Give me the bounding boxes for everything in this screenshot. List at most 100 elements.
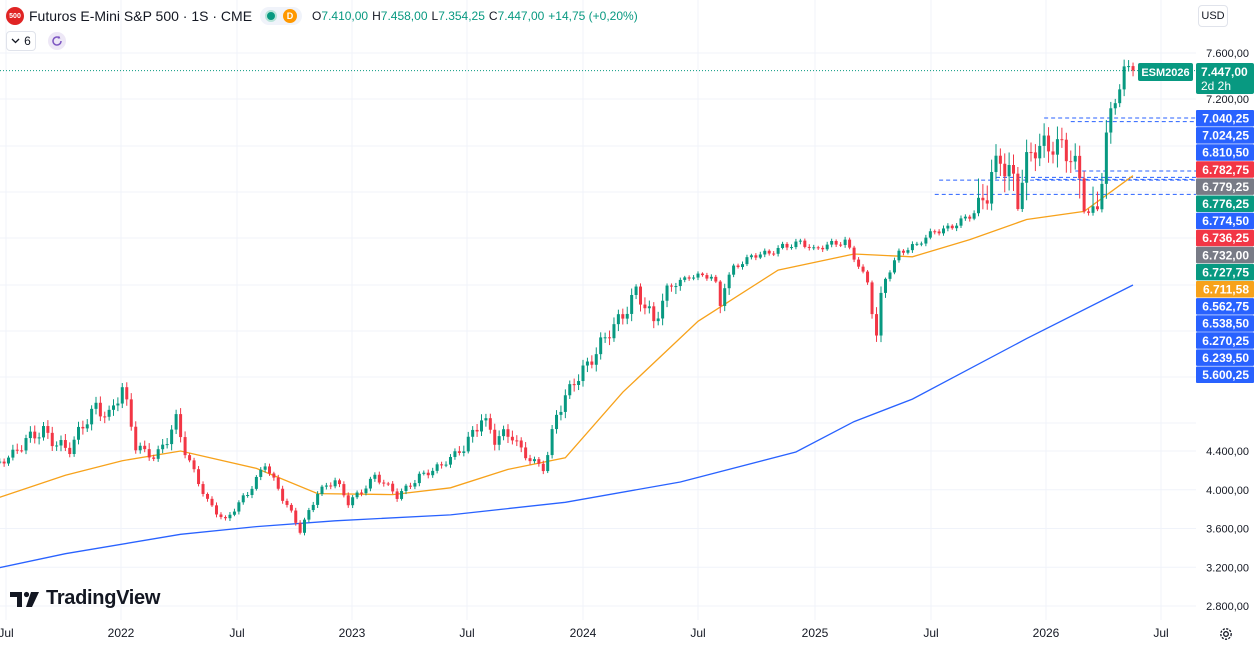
- candle-body: [687, 277, 691, 279]
- candle-body: [789, 247, 793, 249]
- candle-body: [546, 455, 550, 472]
- candle-body: [94, 402, 98, 409]
- x-tick-label: 2023: [339, 626, 366, 640]
- price-label: 6.239,50: [1196, 349, 1254, 366]
- candle-body: [772, 253, 776, 255]
- candle-body: [883, 278, 887, 293]
- high-key: H: [372, 9, 381, 23]
- candle-body: [1069, 161, 1073, 163]
- candle-body: [263, 466, 267, 470]
- candle-body: [933, 231, 937, 233]
- candle-body: [555, 414, 559, 430]
- y-tick-label: 4.400,00: [1206, 446, 1249, 458]
- indicators-toggle-button[interactable]: 6: [6, 31, 36, 51]
- candle-body: [519, 440, 523, 448]
- candle-body: [33, 431, 37, 439]
- ohlc-open: O7.410,00: [312, 9, 368, 23]
- candle-body: [351, 497, 355, 506]
- symbol-logo-text: 500: [9, 12, 21, 20]
- candle-body: [444, 464, 448, 466]
- candle-body: [515, 440, 519, 442]
- candle-body: [497, 436, 501, 445]
- candle-body: [147, 449, 151, 458]
- candle-body: [138, 445, 142, 451]
- symbol-logo[interactable]: 500: [6, 7, 24, 25]
- candle-body: [550, 429, 554, 456]
- candle-body: [985, 200, 989, 204]
- candle-body: [466, 436, 470, 452]
- price-label-bg: [1196, 144, 1254, 161]
- candle-body: [705, 275, 709, 279]
- candle-body: [161, 444, 165, 450]
- candle-body: [963, 216, 967, 219]
- candle-body: [915, 243, 919, 245]
- candle-body: [120, 387, 124, 404]
- candle-body: [431, 470, 435, 476]
- candle-body: [528, 458, 532, 462]
- chevron-down-icon: [11, 38, 20, 44]
- candle-body: [1100, 183, 1104, 210]
- candle-body: [219, 514, 223, 518]
- candle-body: [206, 493, 210, 499]
- candle-body: [417, 473, 421, 484]
- candle-body: [453, 451, 457, 457]
- moving-averages: [0, 175, 1134, 569]
- candles: [0, 59, 1135, 536]
- low-value: 7.354,25: [438, 9, 485, 23]
- candle-body: [524, 447, 528, 459]
- candle-body: [364, 488, 368, 494]
- candle-body: [643, 304, 647, 309]
- candle-body: [1060, 139, 1064, 141]
- tradingview-logo[interactable]: TradingView: [10, 587, 160, 610]
- candle-body: [647, 306, 651, 309]
- refresh-button[interactable]: [48, 32, 66, 50]
- tradingview-logo-icon: [10, 591, 39, 607]
- candle-body: [183, 437, 187, 456]
- candle-body: [776, 247, 780, 254]
- price-label-bg: [1196, 349, 1254, 366]
- candle-body: [502, 429, 506, 437]
- price-label: 6.774,50: [1196, 212, 1254, 230]
- candle-body: [246, 495, 250, 497]
- candle-body: [723, 288, 727, 306]
- candle-body: [426, 472, 430, 476]
- candle-body: [1122, 66, 1126, 90]
- gear-icon[interactable]: [1218, 626, 1234, 642]
- candle-body: [745, 257, 749, 265]
- candle-body: [462, 451, 466, 453]
- price-label-bg: [1196, 298, 1254, 315]
- low-key: L: [431, 9, 439, 23]
- x-tick-label: 2025: [802, 626, 829, 640]
- price-label-text: 7.024,25: [1202, 129, 1249, 143]
- price-label-text: 7.040,25: [1202, 112, 1249, 126]
- candle-body: [422, 472, 426, 474]
- candle-body: [866, 271, 870, 283]
- candle-body: [272, 473, 276, 478]
- price-label: 6.779,25: [1196, 178, 1254, 195]
- candle-body: [798, 240, 802, 242]
- candle-body: [1131, 66, 1135, 71]
- candle-body: [843, 239, 847, 246]
- candle-body: [590, 361, 594, 365]
- candle-body: [408, 485, 412, 487]
- x-tick-label: Jul: [229, 626, 244, 640]
- candle-body: [661, 300, 665, 319]
- currency-button[interactable]: USD: [1198, 5, 1228, 27]
- symbol-title[interactable]: Futuros E-Mini S&P 500 · 1S · CME: [29, 8, 253, 24]
- candle-body: [338, 480, 341, 485]
- price-label-text: 6.782,75: [1202, 163, 1249, 177]
- open-value: 7.410,00: [321, 9, 369, 23]
- candle-body: [55, 445, 59, 447]
- candle-body: [276, 477, 280, 489]
- grid: [0, 0, 1196, 620]
- candle-body: [1078, 155, 1082, 179]
- candle-body: [1095, 206, 1099, 210]
- candle-body: [1073, 155, 1077, 162]
- candle-body: [20, 450, 24, 452]
- candle-body: [749, 255, 753, 258]
- candle-body: [50, 432, 54, 447]
- market-status-pill[interactable]: D: [260, 7, 303, 25]
- candle-body: [68, 447, 72, 455]
- candle-body: [541, 463, 545, 472]
